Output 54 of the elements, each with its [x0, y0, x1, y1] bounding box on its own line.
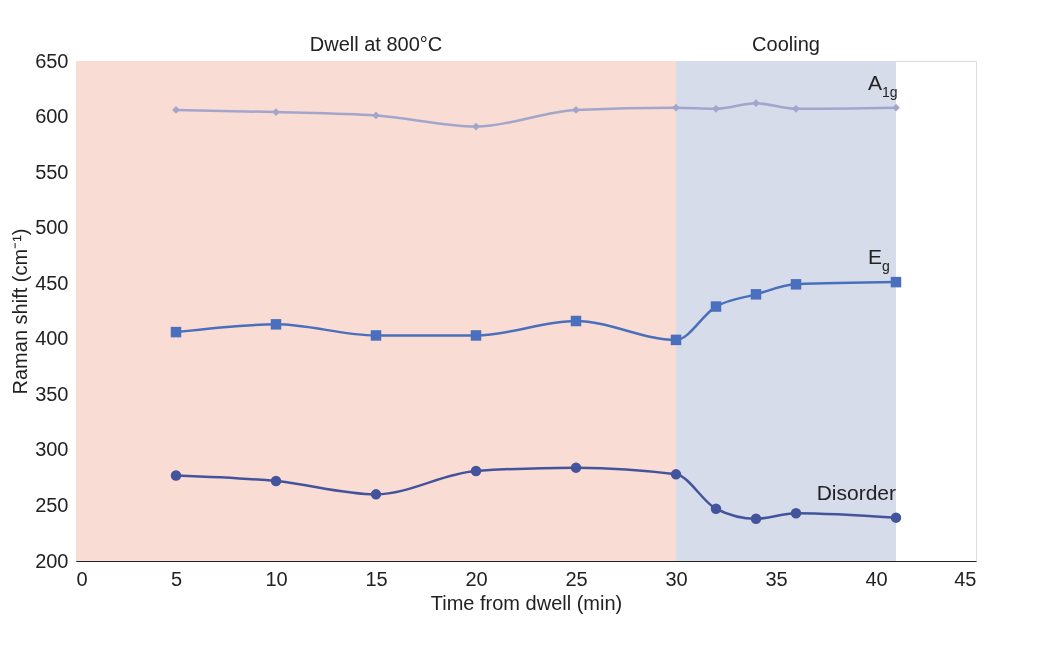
point [570, 462, 582, 473]
point [892, 103, 900, 112]
band-label: Cooling [752, 33, 820, 55]
point [890, 276, 902, 288]
point [750, 513, 762, 525]
y-tick-label: 200 [35, 549, 69, 572]
x-tick-label: 30 [665, 567, 688, 590]
series-label: Disorder [816, 480, 896, 504]
point [370, 489, 382, 500]
point [472, 122, 480, 131]
point [890, 512, 902, 523]
x-tick-label: 35 [765, 567, 788, 590]
y-tick-label: 500 [35, 216, 69, 239]
x-axis-title: Time from dwell (min) [430, 591, 623, 614]
point [370, 330, 382, 341]
y-tick-label: 400 [35, 327, 69, 350]
point [470, 465, 482, 477]
x-tick-label: 15 [365, 567, 388, 590]
point [710, 301, 722, 312]
y-tick-label: 600 [35, 105, 69, 128]
point [170, 326, 182, 338]
point [750, 289, 762, 300]
y-tick-label: 300 [35, 438, 69, 461]
x-tick-label: 45 [954, 567, 977, 590]
y-axis-title: Raman shift (cm⁻¹) [9, 228, 32, 395]
x-tick-label: 40 [865, 567, 888, 590]
band-label: Dwell at 800°C [309, 33, 443, 55]
point [790, 279, 802, 290]
y-tick-label: 650 [35, 49, 69, 72]
point [170, 470, 182, 481]
point [792, 104, 800, 113]
y-tick-label: 450 [35, 271, 69, 294]
x-tick-label: 25 [565, 567, 588, 590]
point [710, 503, 722, 515]
point [470, 330, 482, 341]
point [270, 475, 282, 487]
x-tick-label: 5 [170, 567, 183, 590]
point [672, 103, 680, 112]
y-tick-label: 350 [35, 382, 69, 405]
point [572, 106, 580, 114]
x-tick-label: 20 [465, 567, 488, 590]
point [670, 334, 682, 346]
point [790, 507, 802, 519]
point [372, 111, 380, 120]
y-tick-label: 250 [35, 493, 69, 516]
x-tick-label: 10 [265, 567, 288, 590]
point [570, 315, 582, 327]
x-tick-label: 0 [76, 567, 88, 590]
point [270, 319, 282, 330]
point [670, 469, 682, 480]
point [752, 99, 760, 108]
y-tick-label: 550 [35, 160, 69, 183]
point [172, 106, 180, 114]
point [712, 104, 720, 113]
